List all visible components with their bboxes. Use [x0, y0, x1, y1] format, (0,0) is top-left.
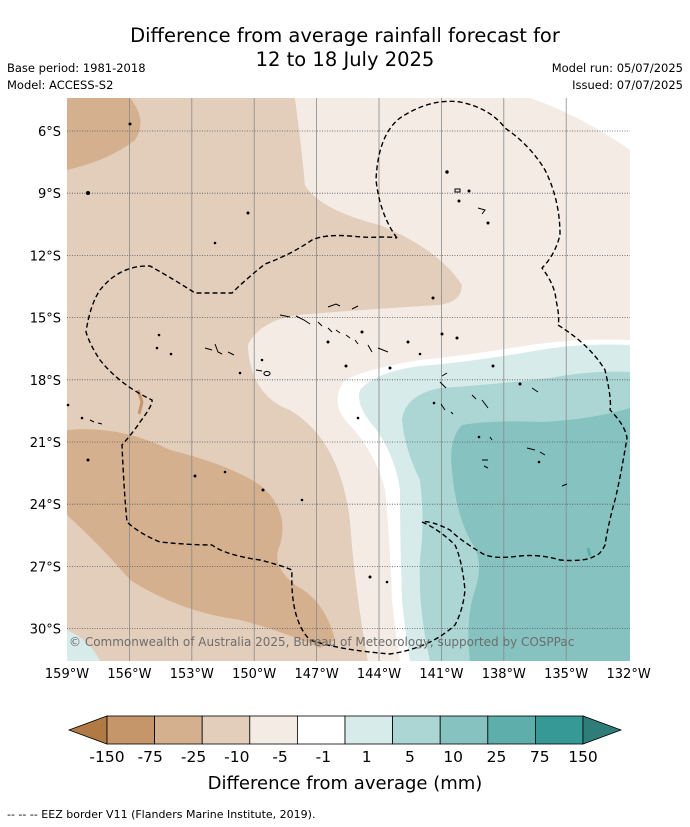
longitude-label: 156°W	[107, 667, 151, 682]
colorbar-segment	[439, 715, 489, 745]
colorbar-segment	[296, 715, 346, 745]
latitude-label: 27°S	[30, 560, 61, 575]
colorbar-tick-label: 5	[405, 748, 415, 766]
issued-date: Issued: 07/07/2025	[572, 78, 683, 92]
colorbar-low-arrow	[67, 715, 108, 745]
colorbar-tick-label: 25	[487, 748, 507, 766]
colorbar-tick-label: -10	[224, 748, 249, 766]
title-line-2: 12 to 18 July 2025	[255, 48, 435, 71]
zone-sw-patch	[67, 630, 100, 661]
colorbar-segment	[487, 715, 536, 745]
longitude-label: 135°W	[544, 667, 588, 682]
latitude-label: 30°S	[30, 623, 61, 638]
longitude-label: 159°W	[45, 667, 89, 682]
colorbar-tick-label: -150	[89, 748, 124, 766]
eez-legend-note: -- -- -- EEZ border V11 (Flanders Marine…	[7, 808, 316, 821]
zone-minus25-south	[67, 429, 335, 648]
latitude-label: 12°S	[30, 249, 61, 264]
colorbar-tick-label: -25	[181, 748, 206, 766]
colorbar-tick-label: 75	[530, 748, 550, 766]
colorbar-high-arrow	[582, 715, 623, 745]
model-name: Model: ACCESS-S2	[7, 78, 114, 92]
colorbar: -150 -75 -25 -10 -5 -1 1 5 10 25 75 150	[67, 715, 623, 766]
copyright-notice: © Commonwealth of Australia 2025, Bureau…	[69, 635, 574, 649]
rainfall-map: © Commonwealth of Australia 2025, Bureau…	[30, 98, 651, 794]
longitude-label: 132°W	[607, 667, 651, 682]
zone-minus25-north	[67, 98, 141, 170]
zone-plus10	[451, 408, 630, 661]
colorbar-tick-label: 1	[362, 748, 372, 766]
colorbar-tick-label: -1	[316, 748, 331, 766]
longitude-label: 144°W	[357, 667, 401, 682]
longitude-label: 138°W	[482, 667, 526, 682]
zone-minus5	[248, 98, 630, 661]
meta-left: Base period: 1981-2018 Model: ACCESS-S2	[7, 60, 146, 94]
colorbar-title: Difference from average (mm)	[208, 773, 483, 794]
longitude-label: 141°W	[419, 667, 463, 682]
latitude-labels: 6°S 9°S 12°S 15°S 18°S 21°S 24°S 27°S 30°S	[30, 125, 61, 638]
latitude-label: 18°S	[30, 374, 61, 389]
colorbar-tick-label: 10	[443, 748, 463, 766]
latitude-label: 21°S	[30, 436, 61, 451]
colorbar-segment	[392, 715, 441, 745]
model-run: Model run: 05/07/2025	[551, 61, 683, 75]
latitude-label: 24°S	[30, 498, 61, 513]
colorbar-segment	[201, 715, 251, 745]
map-title: Difference from average rainfall forecas…	[0, 24, 690, 72]
latitude-label: 6°S	[38, 125, 61, 140]
colorbar-segment	[249, 715, 298, 745]
eez-borders	[85, 100, 628, 655]
longitude-labels: 159°W 156°W 153°W 150°W 147°W 144°W 141°W 138°W…	[45, 667, 651, 682]
colorbar-segment	[344, 715, 393, 745]
colorbar-segment	[154, 715, 203, 745]
title-line-1: Difference from average rainfall forecas…	[130, 24, 560, 47]
grid-lines	[67, 98, 630, 661]
colorbar-tick-label: -75	[138, 748, 163, 766]
colorbar-tick-label: 150	[568, 748, 598, 766]
latitude-label: 9°S	[38, 187, 61, 202]
colorbar-segment	[535, 715, 584, 745]
eez-border-cook-islands	[375, 100, 628, 562]
colorbar-tick-label: -5	[272, 748, 287, 766]
meta-right: Model run: 05/07/2025 Issued: 07/07/2025	[552, 60, 683, 94]
islands	[66, 122, 592, 584]
base-period: Base period: 1981-2018	[7, 61, 146, 75]
map-field	[67, 98, 630, 661]
longitude-label: 153°W	[170, 667, 214, 682]
colorbar-segment	[106, 715, 155, 745]
longitude-label: 150°W	[232, 667, 276, 682]
latitude-label: 15°S	[30, 312, 61, 327]
longitude-label: 147°W	[295, 667, 339, 682]
